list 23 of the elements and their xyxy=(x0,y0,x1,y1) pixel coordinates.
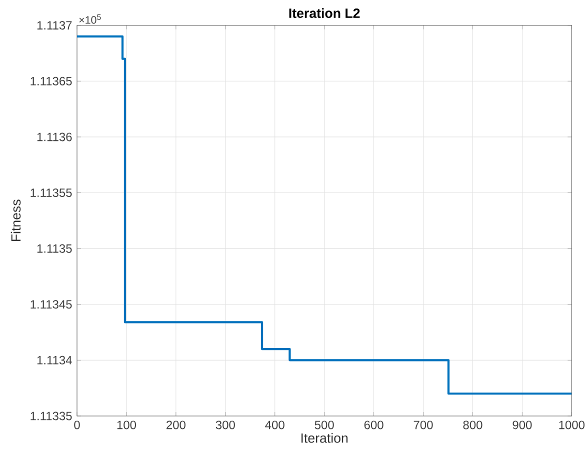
x-tick-label: 600 xyxy=(364,420,384,430)
y-tick-label: 1.1135 xyxy=(37,244,72,253)
y-tick-label: 1.11355 xyxy=(30,188,72,198)
y-tick-label: 1.1136 xyxy=(37,132,72,142)
x-tick-label: 1000 xyxy=(559,420,585,430)
x-axis-title: Iteration xyxy=(301,433,348,443)
x-tick-label: 800 xyxy=(463,420,482,430)
x-tick-label: 0 xyxy=(74,420,80,430)
y-tick-label: 1.11335 xyxy=(30,412,72,420)
y-tick-label: 1.11345 xyxy=(30,300,72,309)
y-tick-label: 1.11365 xyxy=(30,76,72,86)
x-tick-label: 500 xyxy=(314,420,334,430)
x-tick-label: 300 xyxy=(216,420,235,430)
x-tick-label: 200 xyxy=(166,420,186,430)
text: ×10$^{5}$ xyxy=(79,14,101,24)
x-tick-label: 700 xyxy=(414,420,433,430)
y-tick-label: 1.1137 xyxy=(37,21,72,30)
x-tick-label: 900 xyxy=(512,420,532,430)
chart-title: Iteration L2 xyxy=(289,8,360,18)
x-tick-label: 400 xyxy=(265,420,284,430)
y-axis-title: Fitness xyxy=(10,200,21,242)
y-tick-label: 1.1134 xyxy=(37,356,72,364)
x-tick-label: 100 xyxy=(117,420,136,430)
